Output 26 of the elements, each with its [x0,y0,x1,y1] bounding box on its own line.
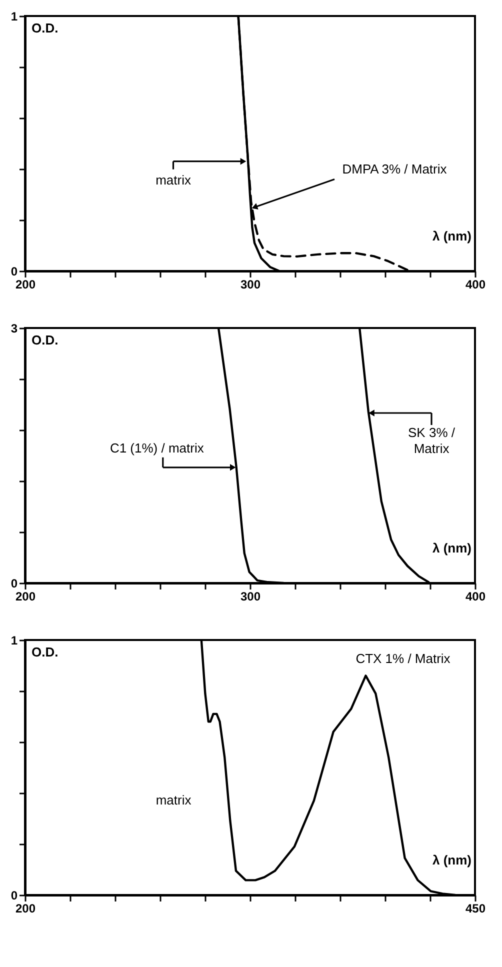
x-tick-label: 400 [465,590,486,604]
x-tick-label: 450 [465,902,486,916]
x-axis-title: λ (nm) [432,852,472,868]
y-axis-title: O.D. [32,644,58,660]
x-tick-label: 200 [15,590,36,604]
x-axis-title: λ (nm) [432,228,472,244]
y-tick-label: 1 [10,634,18,648]
x-tick-label: 300 [240,590,261,604]
annotation: matrix [156,792,192,808]
y-tick-label: 0 [10,888,18,902]
annotation: matrix [156,172,192,188]
annotation: SK 3% / Matrix [408,425,456,456]
y-tick-label: 3 [10,322,18,336]
x-tick-label: 200 [15,902,36,916]
y-tick-label: 0 [10,576,18,590]
y-axis-title: O.D. [32,332,58,348]
x-tick-label: 400 [465,278,486,292]
y-tick-label: 0 [10,264,18,278]
y-axis-title: O.D. [32,20,58,36]
annotation: C1 (1%) / matrix [110,440,204,456]
x-axis-title: λ (nm) [432,540,472,556]
annotation: CTX 1% / Matrix [356,651,451,666]
y-tick-label: 1 [10,10,18,24]
annotation: DMPA 3% / Matrix [342,161,448,176]
x-tick-label: 300 [240,278,261,292]
x-tick-label: 200 [15,278,36,292]
